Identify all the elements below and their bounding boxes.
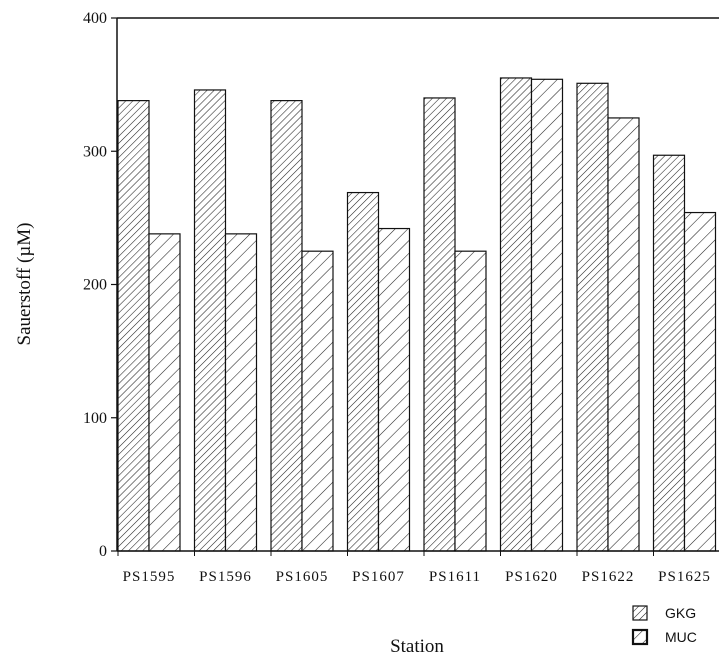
bar-gkg-ps1607 xyxy=(346,191,380,552)
y-axis-title: Sauerstoff (µM) xyxy=(14,223,35,346)
x-tick-label: PS1607 xyxy=(352,569,405,585)
y-tick-label: 300 xyxy=(83,143,107,160)
bars-layer xyxy=(117,77,717,552)
y-tick-label: 100 xyxy=(83,410,107,427)
x-tick-label: PS1596 xyxy=(199,569,252,585)
x-axis-labels: PS1595 PS1596 PS1605 PS1607 PS1611 PS1620 PS16… xyxy=(117,551,711,585)
x-tick-label: PS1620 xyxy=(505,569,558,585)
y-axis-ticks: 0 100 200 300 400 xyxy=(83,10,117,560)
legend-label-muc: MUC xyxy=(665,629,697,645)
bar-gkg-ps1595 xyxy=(117,100,150,552)
bar-gkg-ps1620 xyxy=(499,77,533,552)
bar-gkg-ps1611 xyxy=(423,97,456,552)
y-tick-label: 400 xyxy=(83,10,107,27)
legend-swatch-gkg xyxy=(632,605,648,621)
legend: GKG MUC xyxy=(631,605,697,646)
y-tick-label: 200 xyxy=(83,277,107,294)
bar-gkg-ps1622 xyxy=(576,82,609,552)
x-tick-label: PS1605 xyxy=(276,569,329,585)
bar-muc-ps1605 xyxy=(301,250,334,552)
x-tick-label: PS1622 xyxy=(582,569,635,585)
bar-muc-ps1620 xyxy=(530,78,564,552)
bar-muc-ps1611 xyxy=(454,250,487,552)
bar-muc-ps1595 xyxy=(148,233,181,552)
bar-gkg-ps1625 xyxy=(652,154,686,552)
x-tick-label: PS1595 xyxy=(123,569,176,585)
bar-muc-ps1625 xyxy=(683,211,717,552)
x-tick-label: PS1625 xyxy=(658,569,711,585)
bar-gkg-ps1596 xyxy=(193,89,227,552)
x-axis-title: Station xyxy=(390,636,444,656)
legend-swatch-muc xyxy=(631,628,649,646)
x-tick-label: PS1611 xyxy=(429,569,481,585)
bar-muc-ps1607 xyxy=(377,227,411,552)
legend-label-gkg: GKG xyxy=(665,605,696,621)
bar-muc-ps1622 xyxy=(607,117,640,552)
bar-gkg-ps1605 xyxy=(270,100,303,552)
y-tick-label: 0 xyxy=(99,543,107,560)
bar-muc-ps1596 xyxy=(224,233,258,552)
